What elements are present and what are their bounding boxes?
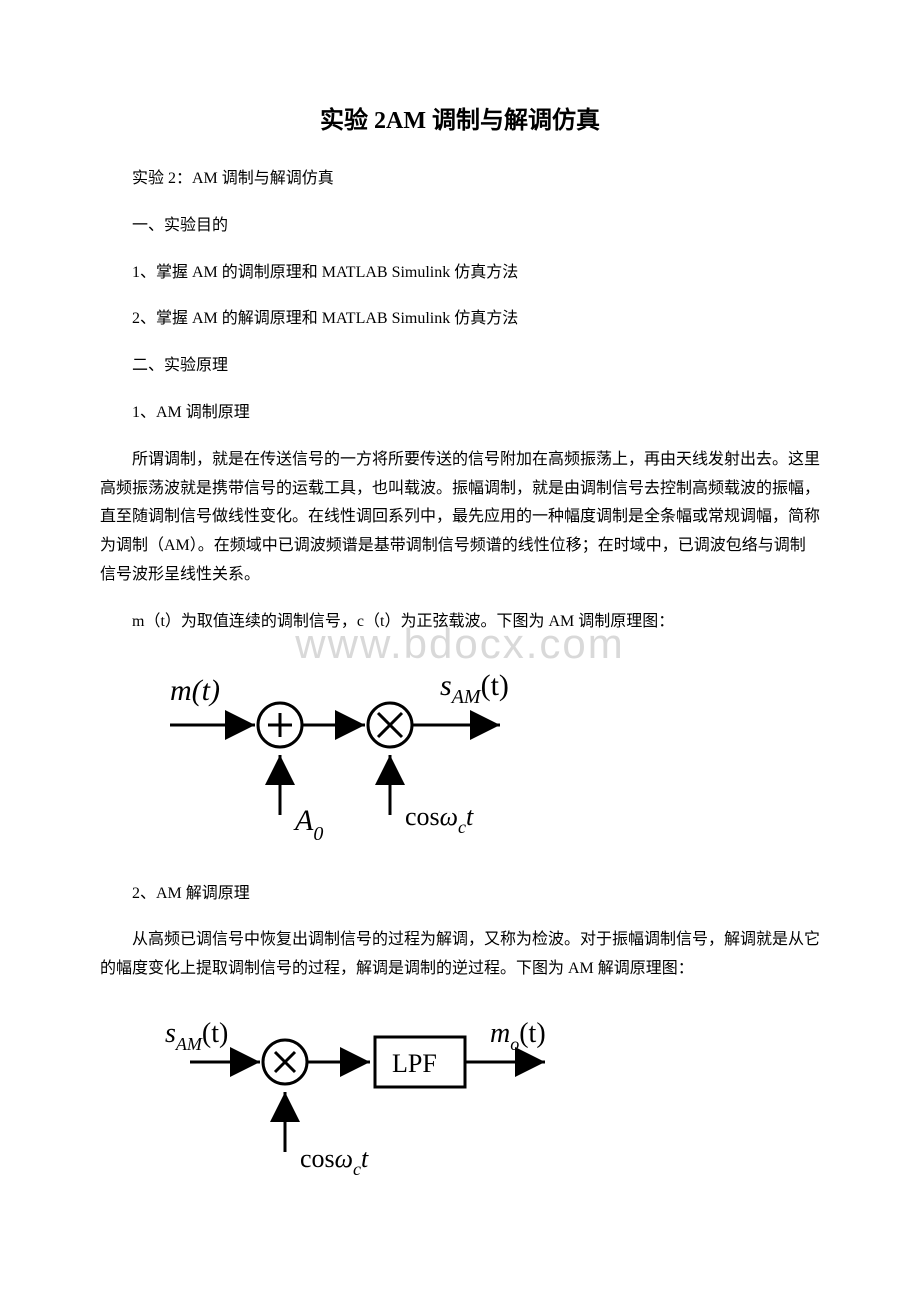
d1-input-label: m(t) [170,674,220,707]
subtitle: 实验 2：AM 调制与解调仿真 [100,165,820,194]
goal-1: 1、掌握 AM 的调制原理和 MATLAB Simulink 仿真方法 [100,259,820,288]
svg-text:cosωct: cosωct [405,802,474,837]
sub-heading-1: 1、AM 调制原理 [100,399,820,428]
d1-t: t [466,802,474,831]
sub-heading-2: 2、AM 解调原理 [100,880,820,909]
d2-t: t [361,1144,369,1173]
d1-output-s: s [440,669,452,702]
d2-omega: ω [335,1144,353,1173]
paragraph-1: 所谓调制，就是在传送信号的一方将所要传送的信号附加在高频振荡上，再由天线发射出去… [100,446,820,590]
am-modulation-diagram: m(t) sAM(t) A0 [160,655,820,855]
d2-input-s: s [165,1018,176,1049]
section-heading-2: 二、实验原理 [100,352,820,381]
d1-omega: ω [440,802,458,831]
d2-omega-sub: c [353,1159,361,1179]
svg-text:sAM(t): sAM(t) [165,1018,228,1054]
paragraph-2: m（t）为取值连续的调制信号，c（t）为正弦载波。下图为 AM 调制原理图： [100,608,820,637]
section-heading-1: 一、实验目的 [100,212,820,241]
svg-text:cosωct: cosωct [300,1144,369,1179]
d2-input-sub: AM [175,1034,203,1054]
d2-lpf-label: LPF [392,1049,437,1078]
d1-a0: A [293,804,314,837]
d2-output-sub: o [510,1034,519,1054]
d1-output-arg: (t) [481,669,509,702]
am-demodulation-diagram: sAM(t) LPF mo(t) cosωct [160,1002,820,1192]
page-title: 实验 2AM 调制与解调仿真 [100,100,820,135]
d1-omega-sub: c [458,817,466,837]
svg-text:m(t): m(t) [170,674,220,707]
d1-cos: cos [405,802,440,831]
svg-text:sAM(t): sAM(t) [440,669,509,708]
d1-output-sub: AM [450,686,482,708]
d2-output-m: m [490,1018,510,1049]
d2-output-arg: (t) [519,1018,545,1049]
d1-a0-sub: 0 [313,823,323,845]
svg-text:mo(t): mo(t) [490,1018,546,1054]
d2-input-arg: (t) [202,1018,228,1049]
paragraph-3: 从高频已调信号中恢复出调制信号的过程为解调，又称为检波。对于振幅调制信号，解调就… [100,926,820,984]
d2-cos: cos [300,1144,335,1173]
svg-text:A0: A0 [293,804,323,845]
goal-2: 2、掌握 AM 的解调原理和 MATLAB Simulink 仿真方法 [100,305,820,334]
